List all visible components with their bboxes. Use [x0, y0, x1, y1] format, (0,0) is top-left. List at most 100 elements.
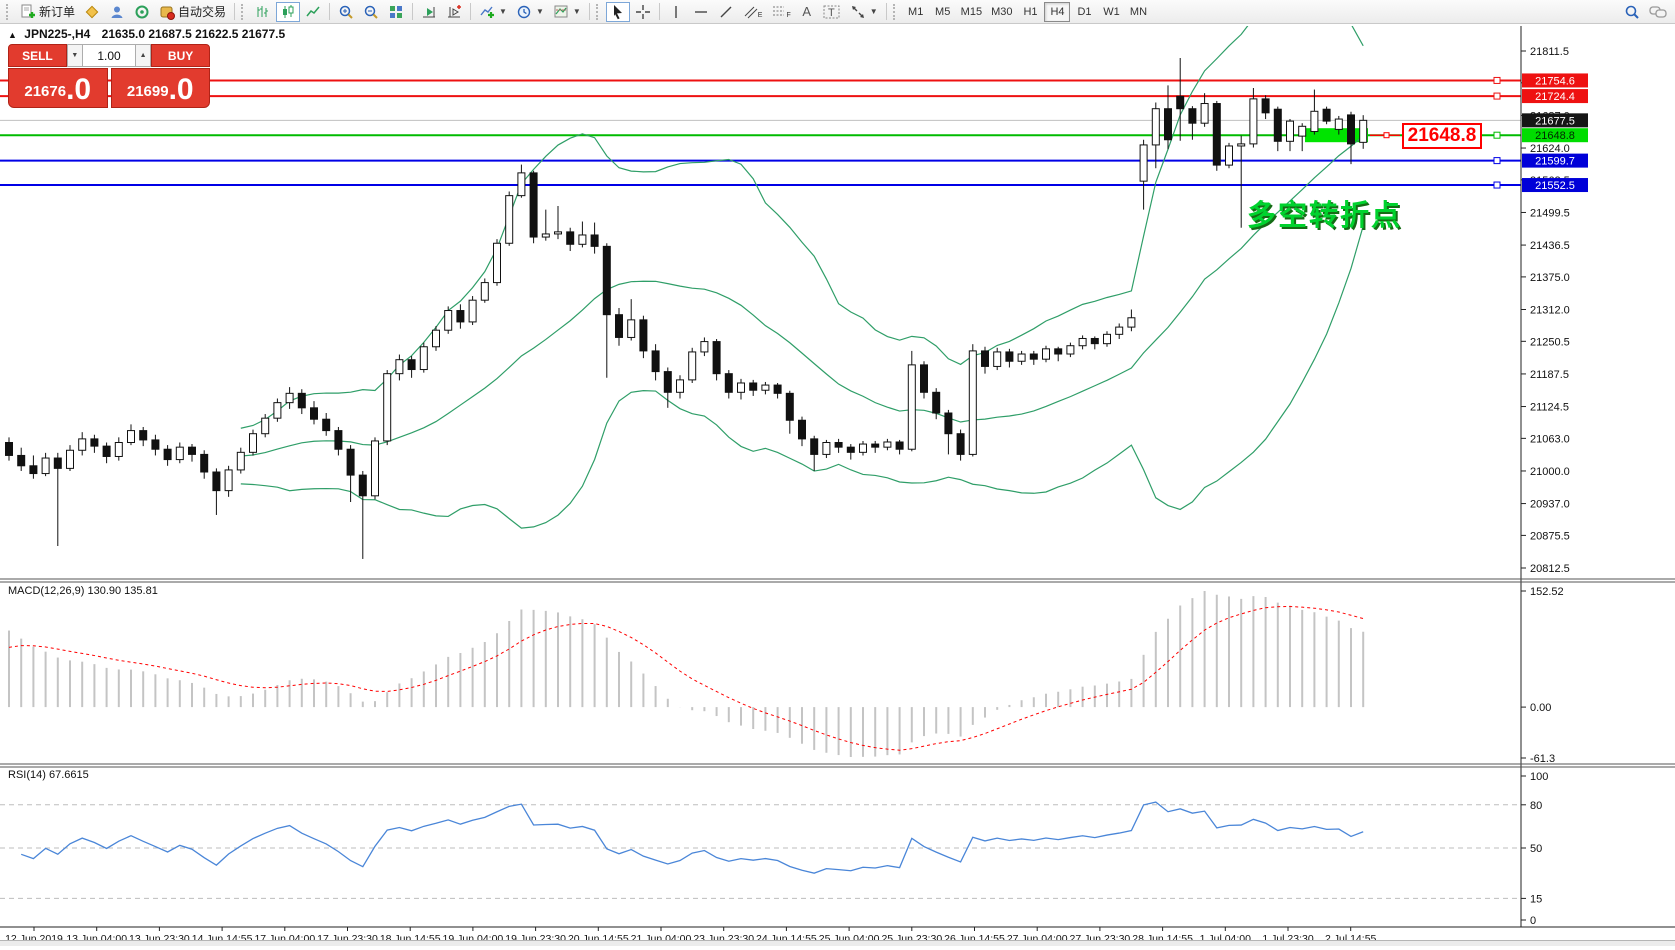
- price-badge-label: 21599.7: [1535, 156, 1575, 168]
- volume-increase-button[interactable]: ▲: [135, 44, 152, 67]
- periods-dropdown[interactable]: ▼: [512, 2, 548, 22]
- rsi-tick-label: 15: [1530, 893, 1542, 905]
- candlestick-button[interactable]: [276, 1, 301, 22]
- candle-body: [920, 364, 928, 393]
- candle-body: [541, 233, 550, 238]
- candle-body: [224, 469, 233, 492]
- search-button[interactable]: [1620, 2, 1644, 22]
- line-handle[interactable]: [1493, 181, 1501, 189]
- price-badge-label: 21754.6: [1535, 75, 1575, 87]
- price-tick-label: 21250.5: [1530, 336, 1570, 348]
- fibonacci-button[interactable]: F: [767, 2, 794, 22]
- sell-price-frac: .0: [66, 73, 92, 106]
- candle-body: [1225, 145, 1233, 166]
- candle-body: [761, 384, 770, 391]
- zoom-out-icon: [364, 5, 378, 19]
- candle-body: [310, 407, 318, 420]
- bollinger-upper-band: [240, 26, 1364, 429]
- sell-price-display[interactable]: 21676 .0: [8, 68, 108, 108]
- auto-scroll-button[interactable]: [417, 2, 441, 22]
- candle-body: [139, 430, 148, 441]
- crosshair-button[interactable]: [631, 2, 655, 22]
- timeframe-m1[interactable]: M1: [903, 2, 929, 22]
- toolbar-separator: [329, 3, 331, 20]
- price-badge: [1522, 128, 1588, 143]
- candle-body: [297, 392, 306, 409]
- volume-decrease-button[interactable]: ▼: [66, 44, 83, 67]
- candle-body: [1188, 108, 1197, 124]
- market-watch-button[interactable]: [80, 2, 104, 22]
- buy-button[interactable]: BUY: [151, 44, 210, 67]
- buy-price-display[interactable]: 21699 .0: [110, 68, 210, 108]
- volume-input[interactable]: [83, 44, 135, 67]
- new-order-label: 新订单: [39, 5, 76, 19]
- line-handle[interactable]: [1493, 157, 1501, 165]
- chart-window: 21811.521750.021687.021624.021562.521499…: [0, 24, 1675, 946]
- line-handle[interactable]: [1493, 76, 1501, 84]
- candle-body: [907, 364, 916, 450]
- zoom-in-button[interactable]: [334, 2, 358, 22]
- new-order-button[interactable]: 新订单: [16, 2, 79, 22]
- candle-body: [1347, 114, 1355, 145]
- text-button[interactable]: A: [796, 2, 818, 22]
- line-chart-button[interactable]: [301, 2, 325, 22]
- cursor-button[interactable]: [605, 1, 630, 22]
- candle-body: [785, 392, 794, 421]
- candle-body: [1139, 144, 1148, 182]
- chart-ohlc-values: 21635.0 21687.5 21622.5 21677.5: [101, 27, 286, 41]
- timeframe-d1[interactable]: D1: [1071, 2, 1097, 22]
- rsi-line: [20, 801, 1364, 874]
- buy-price-main: 21699: [126, 83, 169, 100]
- templates-dropdown[interactable]: ▼: [549, 2, 585, 22]
- equidistant-channel-button[interactable]: E: [739, 2, 767, 22]
- navigator-button[interactable]: [105, 2, 129, 22]
- price-badge-label: 21677.5: [1535, 115, 1575, 127]
- arrows-dropdown[interactable]: ▼: [846, 2, 882, 22]
- trendline-button[interactable]: [714, 2, 738, 22]
- collapse-panel-icon[interactable]: ▲: [8, 30, 17, 40]
- price-chart-canvas[interactable]: 21811.521750.021687.021624.021562.521499…: [0, 24, 1675, 946]
- toolbar-separator: [658, 3, 660, 20]
- candle-body: [1334, 118, 1343, 130]
- candle-body: [17, 454, 26, 467]
- text-label-button[interactable]: T: [819, 2, 845, 22]
- tile-windows-button[interactable]: [384, 2, 408, 22]
- price-badge: [1522, 178, 1588, 193]
- candle-body: [554, 231, 562, 235]
- vertical-line-button[interactable]: [664, 2, 688, 22]
- timeframe-h1[interactable]: H1: [1017, 2, 1043, 22]
- candle-body: [1310, 110, 1319, 132]
- timeframe-w1[interactable]: W1: [1098, 2, 1124, 22]
- horizontal-line-button[interactable]: [689, 2, 713, 22]
- bar-chart-button[interactable]: [251, 2, 275, 22]
- price-badge-label: 21724.4: [1535, 91, 1575, 103]
- timeframe-h4[interactable]: H4: [1044, 1, 1071, 22]
- candle-body: [200, 453, 209, 473]
- candle-body: [676, 379, 684, 393]
- price-tag-label[interactable]: 21648.8: [1402, 123, 1482, 150]
- timeframe-m15[interactable]: M15: [957, 2, 986, 22]
- terminal-button[interactable]: [130, 2, 154, 22]
- timeframe-m5[interactable]: M5: [930, 2, 956, 22]
- zoom-out-button[interactable]: [359, 2, 383, 22]
- indicators-dropdown[interactable]: ▼: [475, 2, 511, 22]
- candle-body: [383, 373, 392, 442]
- timeframe-mn[interactable]: MN: [1125, 2, 1151, 22]
- timeframe-m30[interactable]: M30: [987, 2, 1016, 22]
- crosshair-icon: [635, 4, 650, 19]
- candle-body: [1273, 108, 1282, 142]
- new-order-icon: [21, 4, 35, 18]
- vertical-line-icon: [675, 5, 677, 18]
- market-watch-icon: [85, 5, 99, 18]
- line-handle[interactable]: [1493, 131, 1501, 139]
- turning-point-annotation[interactable]: 多空转折点: [1247, 200, 1403, 232]
- chart-shift-button[interactable]: [442, 2, 466, 22]
- candle-body: [663, 371, 672, 393]
- candle-body: [1237, 143, 1246, 147]
- candle-body: [468, 299, 477, 323]
- chat-button[interactable]: [1645, 2, 1671, 22]
- autotrading-button[interactable]: 自动交易: [155, 2, 230, 22]
- sell-button[interactable]: SELL: [8, 44, 67, 67]
- candle-body: [798, 419, 806, 440]
- line-handle[interactable]: [1493, 92, 1501, 100]
